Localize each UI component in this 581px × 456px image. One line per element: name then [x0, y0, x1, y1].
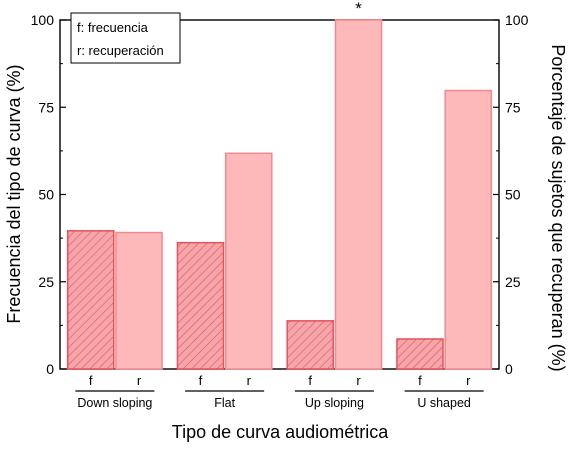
left-axis-ticks: 0 25 50 75 100 [31, 12, 66, 377]
x-axis-title: Tipo de curva audiométrica [172, 422, 389, 442]
y-axis-left-title: Frecuencia del tipo de curva (%) [4, 64, 24, 323]
bar-r-up-sloping [334, 19, 383, 370]
sub-label-r: r [247, 373, 252, 388]
category-label: Down sloping [77, 396, 152, 410]
right-tick-label: 100 [505, 12, 529, 28]
category-label: Flat [214, 396, 235, 410]
left-tick-label: 75 [38, 99, 54, 115]
left-tick-label: 0 [46, 361, 54, 377]
right-axis-ticks: 0 25 50 75 100 [493, 12, 529, 377]
bar-f-down-sloping [66, 230, 115, 370]
legend: f: frecuencia r: recuperación [70, 12, 181, 64]
sub-label-f: f [418, 373, 422, 388]
left-tick-label: 100 [31, 12, 55, 28]
y-axis-right-title: Porcentaje de sujetos que recuperan (%) [548, 44, 568, 371]
left-tick-label: 50 [38, 187, 54, 203]
sub-label-r: r [466, 373, 471, 388]
category-label: U shaped [417, 396, 471, 410]
legend-box [70, 12, 181, 64]
legend-entry-r: r: recuperación [77, 43, 164, 58]
category-label: Up sloping [305, 396, 364, 410]
right-tick-label: 25 [505, 274, 521, 290]
right-tick-label: 0 [505, 361, 513, 377]
bar-f-up-sloping [286, 320, 335, 370]
right-tick-label: 75 [505, 99, 521, 115]
bar-r-u-shaped [444, 89, 493, 370]
bar-f-flat [176, 241, 225, 370]
bar-f-u-shaped [396, 338, 444, 370]
bar-r-flat [224, 152, 273, 370]
bar-r-down-sloping [115, 231, 163, 370]
sub-label-r: r [137, 373, 142, 388]
sub-label-f: f [89, 373, 93, 388]
sub-label-f: f [308, 373, 312, 388]
legend-entry-f: f: frecuencia [77, 20, 149, 35]
bars-layer: * [66, 0, 493, 370]
left-tick-label: 25 [38, 274, 54, 290]
sub-label-r: r [356, 373, 361, 388]
sub-label-f: f [199, 373, 203, 388]
right-tick-label: 50 [505, 187, 521, 203]
significance-annotation: * [355, 0, 362, 18]
